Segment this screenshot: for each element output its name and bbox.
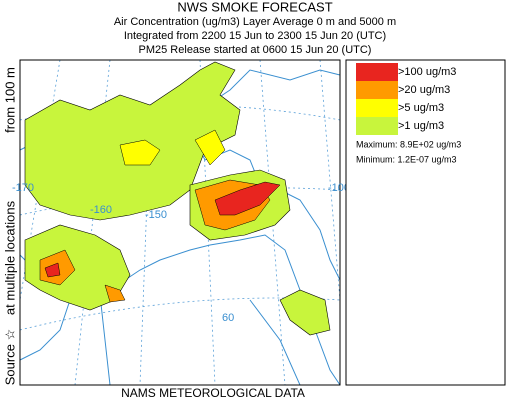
subtitle: PM25 Release started at 0600 15 Jun 20 (… xyxy=(139,44,372,56)
graticule-label: -170 xyxy=(12,182,34,194)
graticule-label: -100 xyxy=(328,182,350,194)
source-label: Source ☆ xyxy=(2,329,17,385)
legend-label: >5 ug/m3 xyxy=(398,102,444,114)
minimum: Minimum: 1.2E-07 ug/m3 xyxy=(356,154,457,164)
smoke-area xyxy=(44,181,281,278)
legend-label: >20 ug/m3 xyxy=(398,84,450,96)
legend-label: >1 ug/m3 xyxy=(398,120,444,132)
title: NWS SMOKE FORECAST xyxy=(177,0,332,14)
subtitle: Air Concentration (ug/m3) Layer Average … xyxy=(114,16,396,28)
smoke-area xyxy=(39,179,271,303)
footer: NAMS METEOROLOGICAL DATA xyxy=(121,386,305,400)
legend: Maximum: 8.9E+02 ug/m3 Minimum: 1.2E-07 … xyxy=(345,59,506,386)
graticule-label: -150 xyxy=(145,209,167,221)
legend-swatch xyxy=(356,117,398,135)
graticule-label: 60 xyxy=(222,312,234,324)
map-border xyxy=(19,59,341,386)
legend-swatch xyxy=(356,99,398,117)
graticule-label: -160 xyxy=(90,204,112,216)
smoke-area xyxy=(119,129,226,166)
source-label: at multiple locations xyxy=(2,200,17,315)
map: -170 -160 -150 -100 60 xyxy=(12,59,350,386)
legend-swatch xyxy=(356,63,398,81)
source-label: from 100 m xyxy=(2,67,17,133)
smoke-area xyxy=(24,61,241,221)
legend-label: >100 ug/m3 xyxy=(398,66,456,78)
legend-swatch xyxy=(356,81,398,99)
subtitle: Integrated from 2200 15 Jun to 2300 15 J… xyxy=(124,30,386,42)
maximum: Maximum: 8.9E+02 ug/m3 xyxy=(356,139,461,149)
smoke-area xyxy=(279,289,331,336)
